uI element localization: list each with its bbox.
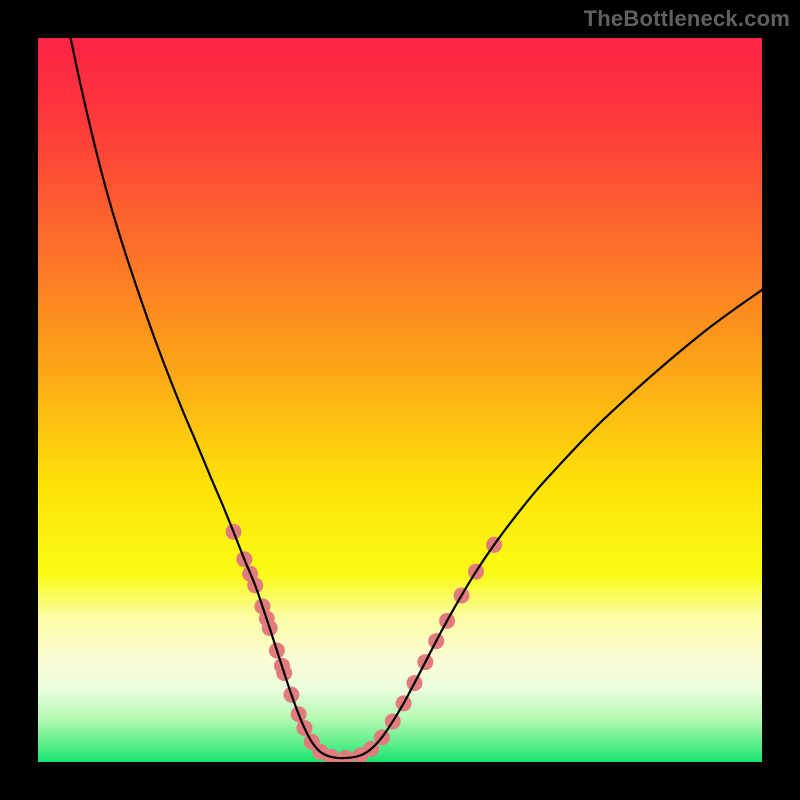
bottleneck-curve-chart bbox=[0, 0, 800, 800]
chart-container: TheBottleneck.com bbox=[0, 0, 800, 800]
watermark-text: TheBottleneck.com bbox=[584, 6, 790, 32]
plot-background-gradient bbox=[38, 38, 762, 762]
